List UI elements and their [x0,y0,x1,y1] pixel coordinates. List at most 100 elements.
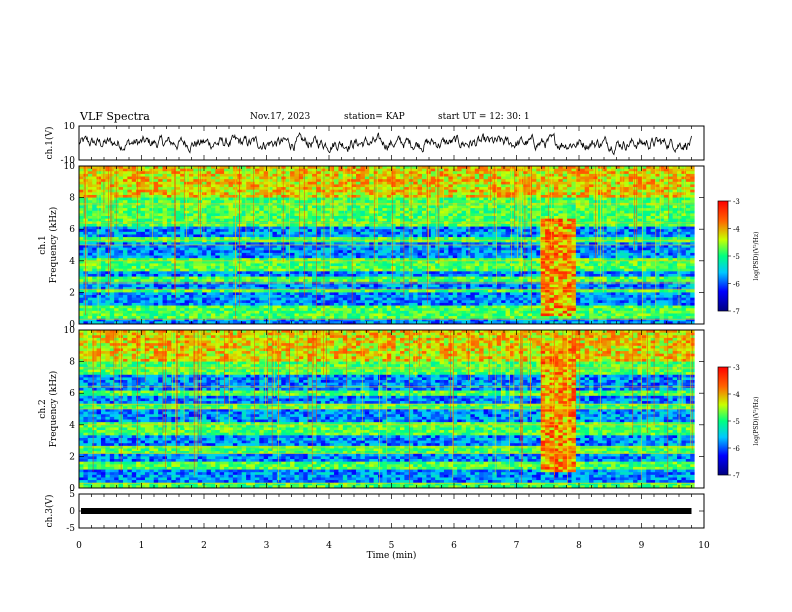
spectrogram-cell [290,205,295,209]
spectrogram-cell [215,252,221,256]
spectrogram-cell [527,255,533,259]
spectrogram-cell [479,223,484,227]
spectrogram-cell [369,229,375,233]
spectrogram-cell [188,171,194,175]
spectrogram-cell [474,252,480,256]
spectrogram-cell [180,173,185,177]
spectrogram-cell [210,234,216,238]
spectrogram-cell [329,252,335,256]
spectrogram-cell [690,202,696,206]
spectrogram-cell [325,247,331,251]
spectrogram-cell [303,173,309,177]
spectrogram-cell [527,218,533,222]
spectrogram-cell [162,252,168,256]
spectrogram-cell [505,173,511,177]
spectrogram-cell [391,247,397,251]
spectrogram-cell [606,234,612,238]
spectrogram-cell [334,173,339,177]
spectrogram-cell [193,229,199,233]
spectrogram-cell [505,205,511,209]
spectrogram-cell [175,187,181,191]
spectrogram-cell [567,189,572,193]
spectrogram-cell [668,176,674,180]
spectrogram-cell [685,218,691,222]
spectrogram-cell [606,202,612,206]
spectrogram-cell [342,200,348,204]
spectrogram-cell [536,237,542,241]
spectrogram-cell [215,171,221,175]
spectrogram-cell [571,239,577,243]
spectrogram-cell [439,194,445,198]
spectrogram-cell [531,202,537,206]
spectrogram-cell [663,189,669,193]
spectrogram-cell [294,176,300,180]
spectrogram-cell [197,229,203,233]
spectrogram-cell [378,223,383,227]
spectrogram-cell [430,202,436,206]
spectrogram-cell [180,184,185,188]
spectrogram-cell [228,166,234,170]
spectrogram-cell [298,226,304,230]
spectrogram-cell [96,218,102,222]
spectrogram-cell [166,252,172,256]
spectrogram-cell [413,226,418,230]
spectrogram-cell [681,171,687,175]
spectrogram-cell [655,252,660,256]
spectrogram-cell [672,181,678,185]
spectrogram-cell [122,166,128,170]
spectrogram-cell [606,252,612,256]
spectrogram-cell [100,218,106,222]
spectrogram-cell [624,216,630,220]
spectrogram-cell [672,247,678,251]
spectrogram-cell [509,216,515,220]
spectrogram-cell [224,179,229,183]
spectrogram-cell [395,223,401,227]
spectrogram-cell [602,181,608,185]
spectrogram-cell [338,176,344,180]
spectrogram-cell [509,223,515,227]
spectrogram-cell [241,237,247,241]
spectrogram-cell [149,223,155,227]
spectrogram-cell [307,216,313,220]
spectrogram-cell [448,187,454,191]
spectrogram-cell [206,252,212,256]
spectrogram-cell [228,200,234,204]
spectrogram-cell [87,245,93,249]
spectrogram-cell [109,210,115,214]
spectrogram-cell [553,247,559,251]
spectrogram-cell [166,239,172,243]
spectrogram-cell [140,255,146,259]
spectrogram-cell [272,208,278,212]
spectrogram-cell [465,202,471,206]
spectrogram-cell [655,231,660,235]
spectrogram-cell [312,255,317,259]
spectrogram-cell [307,189,313,193]
spectrogram-cell [228,213,234,217]
spectrogram-cell [677,237,682,241]
spectrogram-cell [307,231,313,235]
spectrogram-cell [237,245,243,249]
spectrogram-cell [312,242,317,246]
spectrogram-cell [624,189,630,193]
spectrogram-cell [540,242,546,246]
spectrogram-cell [294,213,300,217]
spectrogram-cell [435,252,440,256]
spectrogram-cell [166,245,172,249]
spectrogram-cell [505,247,511,251]
spectrogram-cell [109,213,115,217]
spectrogram-cell [250,234,256,238]
spectrogram-cell [492,181,498,185]
spectrogram-cell [364,245,370,249]
spectrogram-cell [628,229,634,233]
spectrogram-cell [558,255,564,259]
spectrogram-cell [320,192,326,196]
spectrogram-cell [290,166,295,170]
spectrogram-cell [149,245,155,249]
spectrogram-cell [246,166,251,170]
spectrogram-cell [479,255,484,259]
spectrogram-cell [452,176,458,180]
spectrogram-cell [461,176,467,180]
spectrogram-cell [452,181,458,185]
spectrogram-cell [290,210,295,214]
spectrogram-cell [417,239,423,243]
